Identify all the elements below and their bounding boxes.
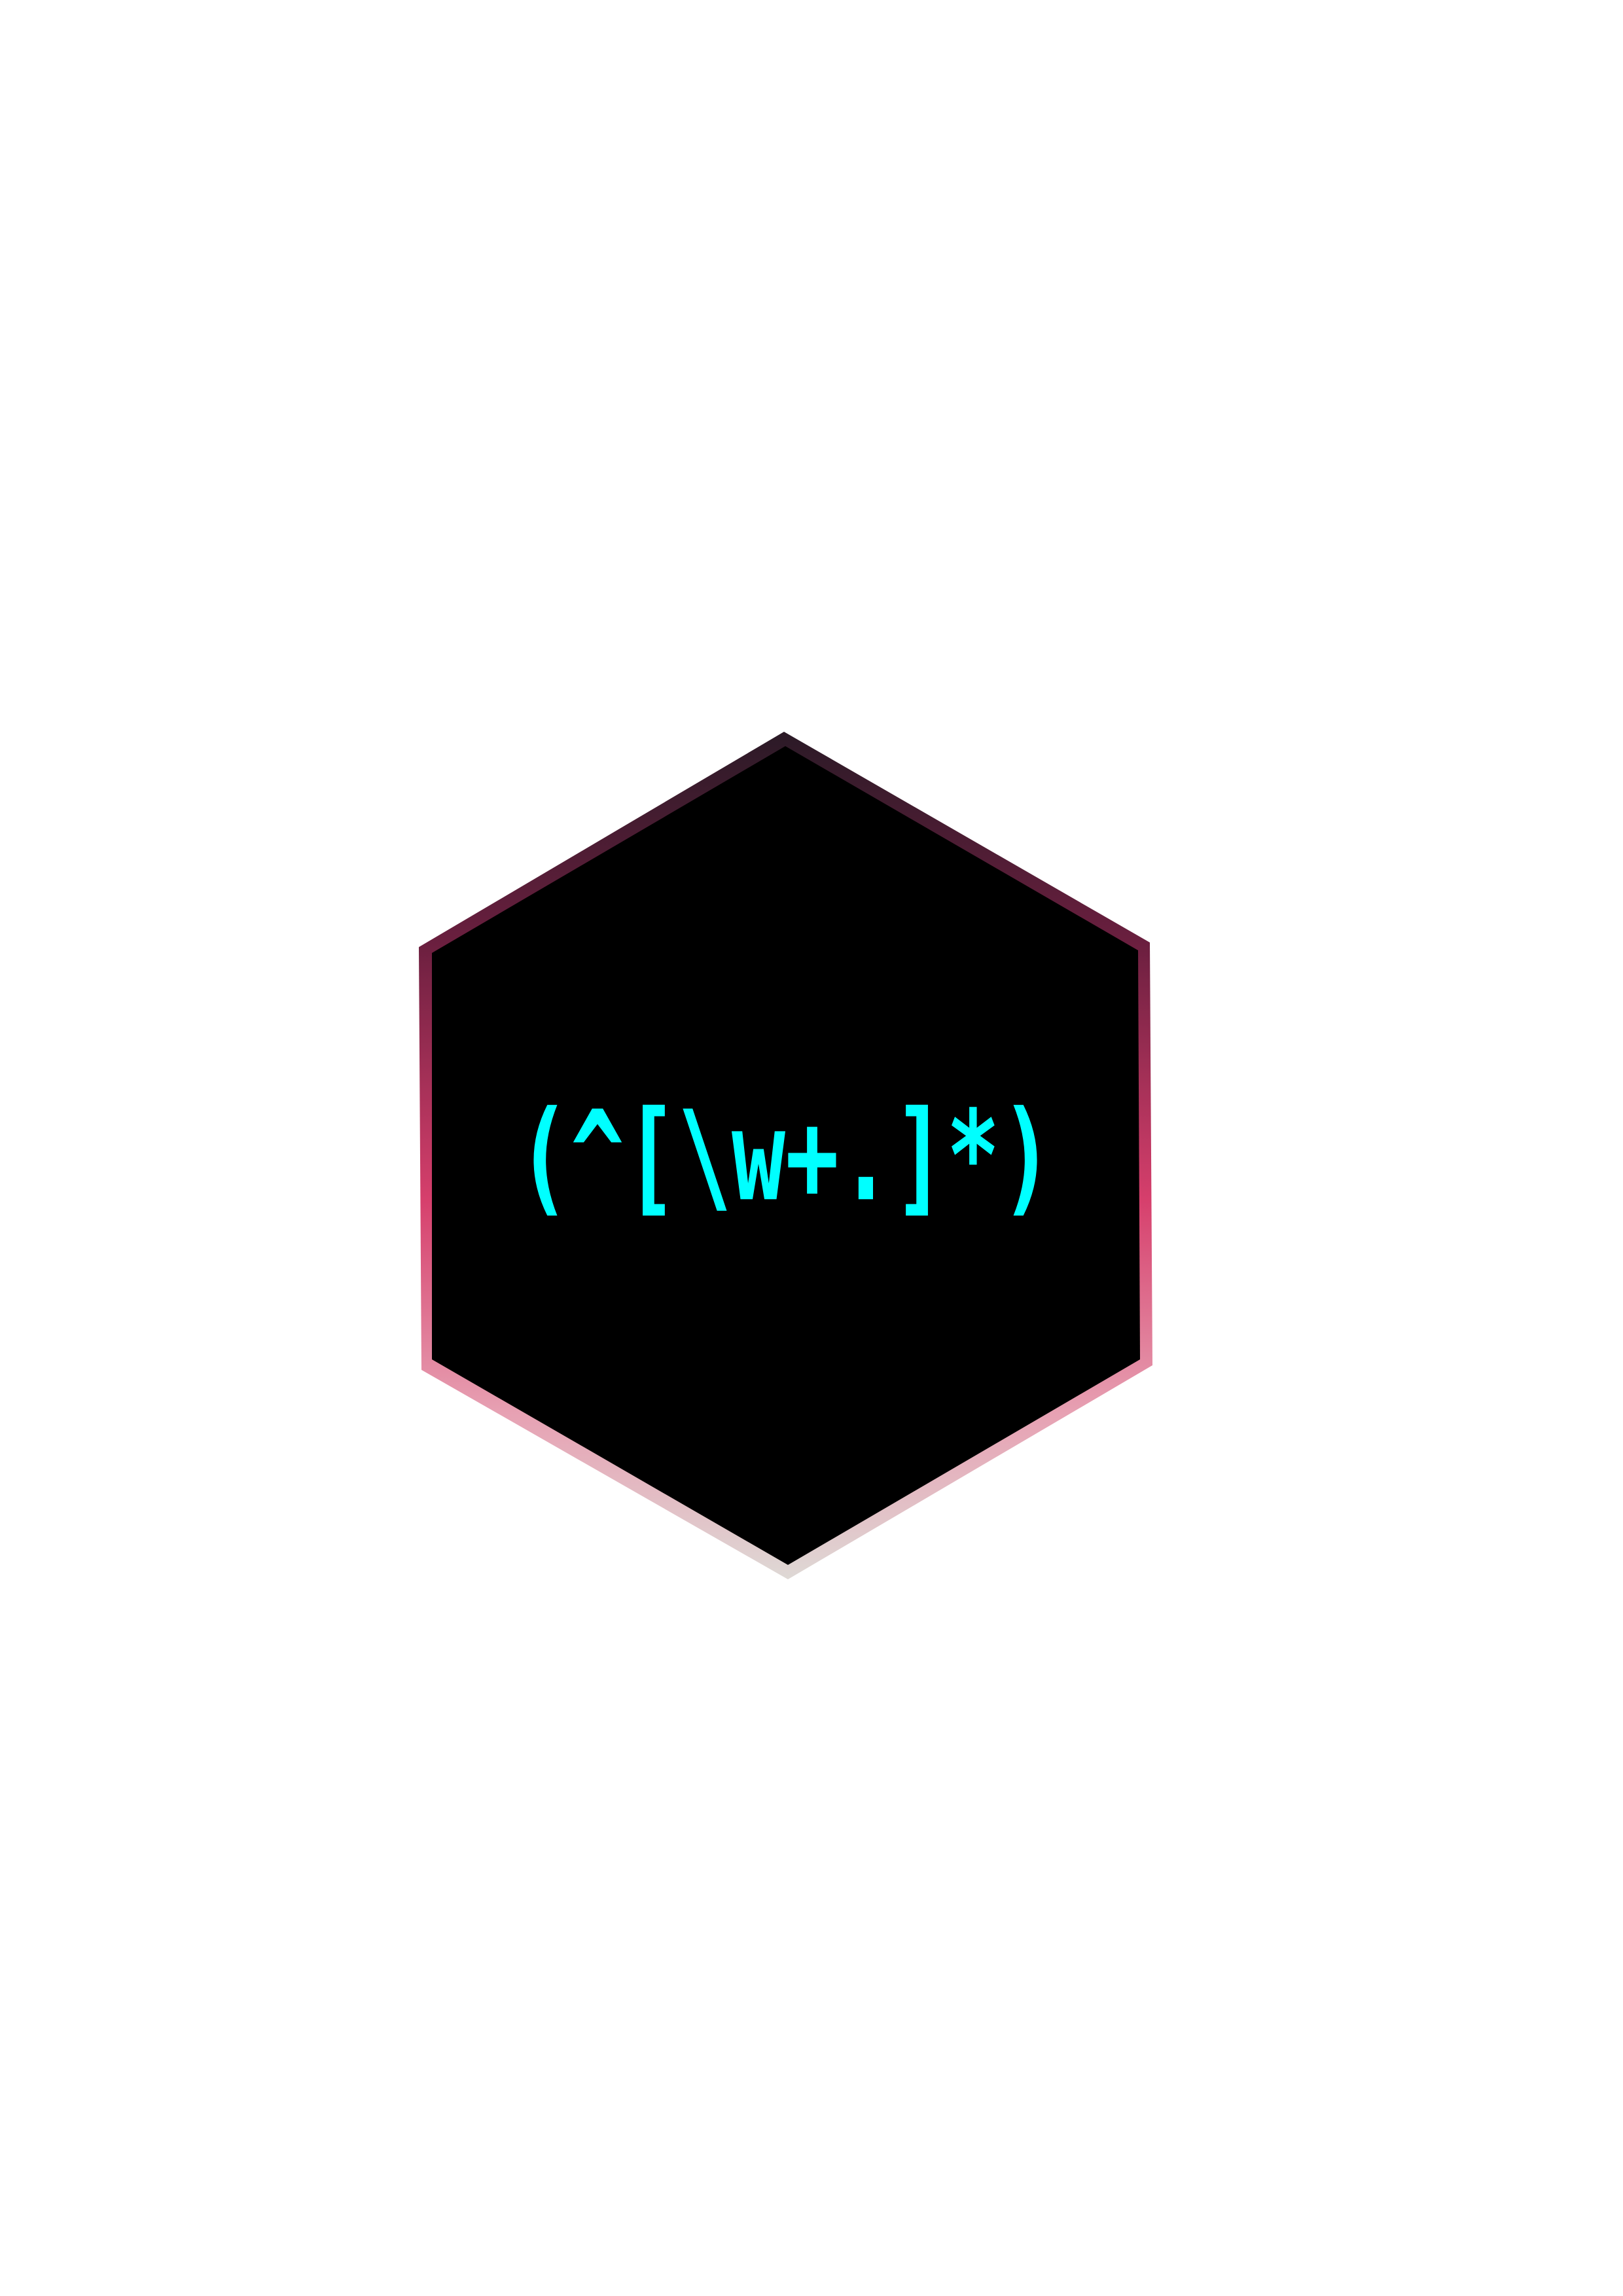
hexagon-fill [432,746,1140,1565]
hexagon-badge: (^[\w+.]*) [419,732,1152,1579]
regex-pattern-text: (^[\w+.]*) [517,1084,1054,1229]
